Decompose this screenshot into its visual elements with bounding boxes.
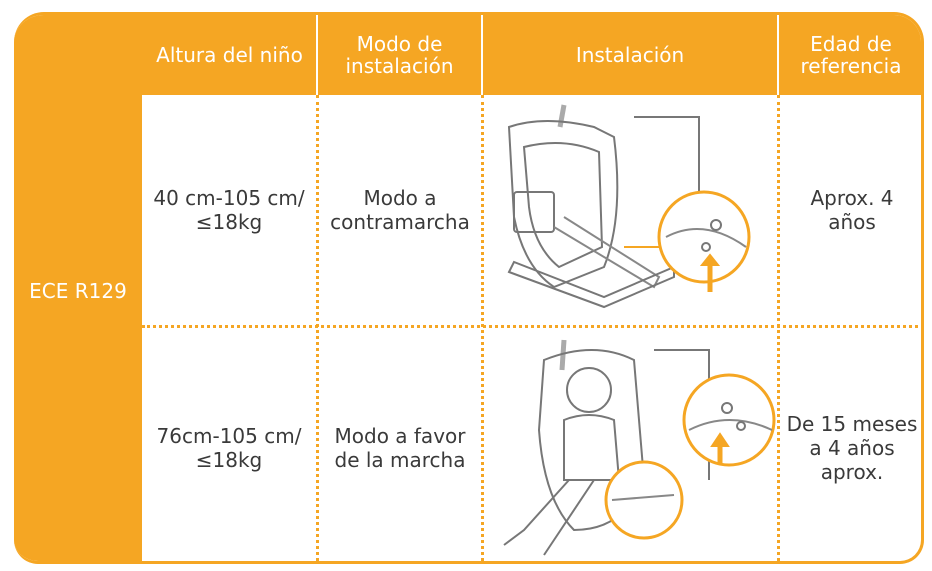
forward-facing-illustration: [503, 339, 776, 556]
cell: Aprox. 4 años: [810, 186, 894, 234]
divider: [316, 95, 319, 561]
divider: [142, 325, 921, 328]
cell: 76cm-105 cm/ ≤18kg: [156, 423, 302, 472]
table: ECE R129 Altura del niño Modo de instala…: [14, 12, 924, 564]
header-cell: Altura del niño: [142, 15, 317, 95]
cell: De 15 meses a 4 años aprox.: [786, 411, 918, 484]
row-header: ECE R129: [14, 15, 142, 561]
header-cell: Instalación: [482, 15, 778, 95]
separator: [481, 15, 483, 95]
separator: [777, 15, 779, 95]
divider: [481, 95, 484, 561]
divider: [777, 95, 780, 561]
cell: Modo a contramarcha: [330, 186, 470, 234]
cell: 40 cm-105 cm/ ≤18kg: [153, 186, 305, 234]
separator: [316, 15, 318, 95]
rear-facing-illustration: [507, 104, 751, 309]
cell: Modo a favor de la marcha: [334, 423, 466, 472]
header-cell: Edad de referencia: [778, 15, 921, 95]
header-cell: Modo de instalación: [317, 15, 482, 95]
